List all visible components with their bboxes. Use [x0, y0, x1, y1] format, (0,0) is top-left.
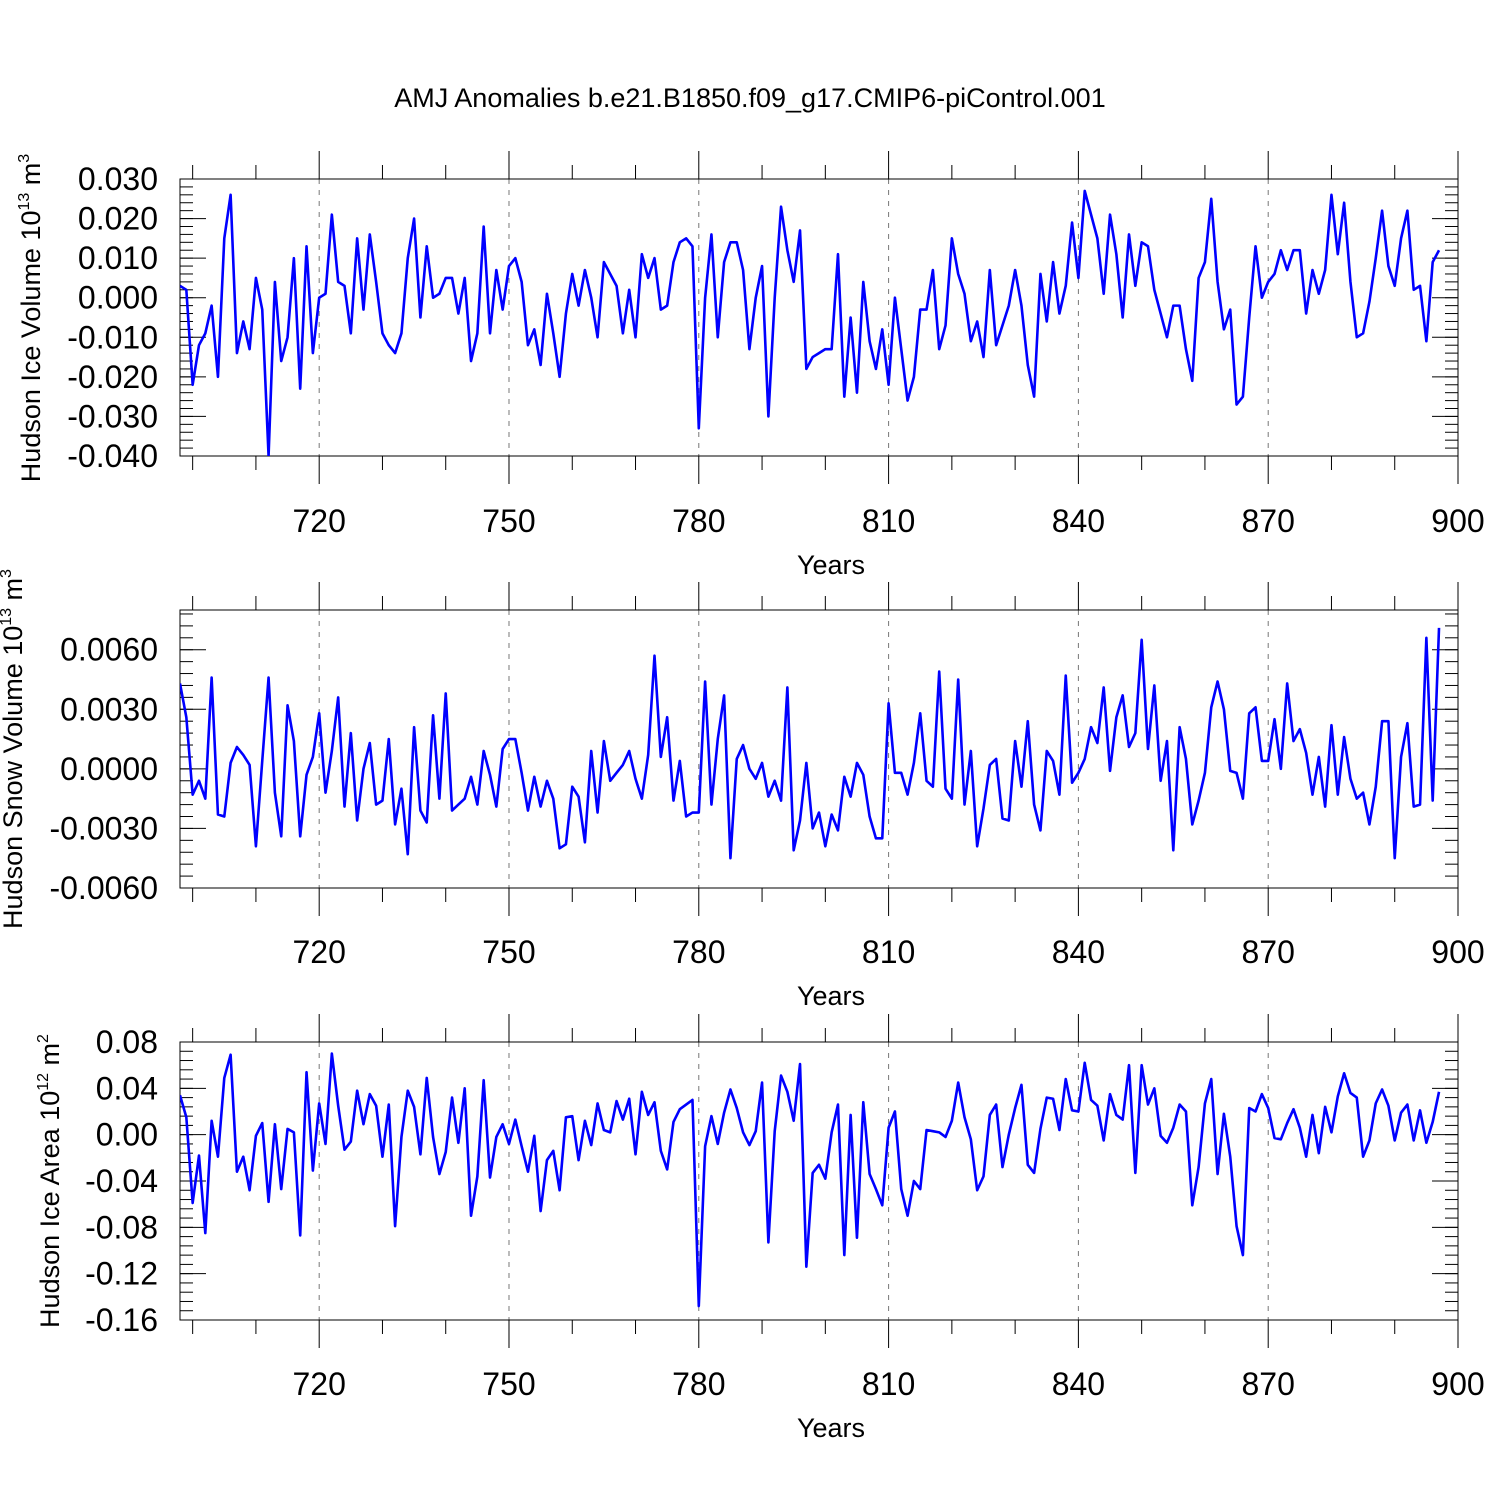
- y-tick-label: 0.08: [96, 1024, 158, 1060]
- x-tick-label: 840: [1052, 503, 1105, 539]
- y-axis-title-exponent: 12: [35, 1073, 52, 1091]
- y-axis-title-text: Hudson Snow Volume 10: [0, 626, 28, 929]
- y-tick-label: 0.010: [78, 240, 158, 276]
- y-tick-label: -0.16: [85, 1302, 158, 1338]
- x-tick-label: 870: [1242, 934, 1295, 970]
- y-axis-title-unit: m: [16, 163, 46, 193]
- x-tick-label: 810: [862, 1366, 915, 1402]
- y-tick-label: 0.0030: [60, 691, 158, 727]
- panel-hudson-ice-area: 720 750 780 810 840 870 900 0.08 0.04 0.00 -0.04 -0…: [35, 1014, 1485, 1443]
- panel-hudson-snow-volume: 720 750 780 810 840 870 900 0.0060 0.0030 0.0000 -…: [0, 569, 1485, 1011]
- y-axis-title-unit-exponent: 2: [35, 1034, 52, 1043]
- x-tick-label: 840: [1052, 934, 1105, 970]
- x-tick-label: 780: [672, 934, 725, 970]
- x-tick-label: 720: [292, 934, 345, 970]
- x-tick-label: 870: [1242, 503, 1295, 539]
- y-axis-title-text: Hudson Ice Volume 10: [16, 211, 46, 483]
- x-tick-label: 720: [292, 503, 345, 539]
- y-axis-title-unit-exponent: 3: [0, 569, 15, 578]
- y-axis-title-text: Hudson Ice Area 10: [35, 1091, 65, 1328]
- y-tick-label: -0.08: [85, 1209, 158, 1245]
- y-tick-label: 0.020: [78, 201, 158, 237]
- y-axis-title: Hudson Ice Area 1012 m2: [35, 1034, 65, 1328]
- y-tick-label: -0.04: [85, 1163, 158, 1199]
- plot-frame: [179, 1041, 1459, 1321]
- plot-frame: [179, 609, 1459, 889]
- y-axis-title-exponent: 13: [16, 193, 33, 211]
- y-tick-label: -0.020: [67, 359, 158, 395]
- y-axis-title-unit-exponent: 3: [16, 154, 33, 163]
- y-tick-label: 0.0060: [60, 632, 158, 668]
- y-tick-label: 0.0000: [60, 751, 158, 787]
- x-tick-label: 810: [862, 934, 915, 970]
- y-tick-label: -0.12: [85, 1256, 158, 1292]
- y-tick-label: -0.010: [67, 319, 158, 355]
- x-tick-label: 750: [482, 503, 535, 539]
- x-tick-label: 840: [1052, 1366, 1105, 1402]
- series-line-hudson-ice-area-anomaly: [180, 1052, 1441, 1308]
- y-axis-title: Hudson Ice Volume 1013 m3: [16, 154, 46, 482]
- x-tick-label: 900: [1431, 503, 1484, 539]
- x-tick-label: 900: [1431, 1366, 1484, 1402]
- y-tick-label: 0.000: [78, 280, 158, 316]
- y-tick-label: -0.030: [67, 398, 158, 434]
- x-tick-label: 810: [862, 503, 915, 539]
- y-tick-label: 0.00: [96, 1117, 158, 1153]
- x-tick-label: 720: [292, 1366, 345, 1402]
- y-tick-label: 0.04: [96, 1070, 158, 1106]
- x-axis-title: Years: [797, 550, 865, 580]
- series-line-hudson-snow-volume-anomaly: [180, 627, 1441, 860]
- y-tick-label: -0.0030: [49, 810, 158, 846]
- y-axis-title-unit: m: [0, 578, 28, 608]
- y-axis-title: Hudson Snow Volume 1013 m3: [0, 569, 28, 929]
- y-tick-label: -0.0060: [49, 870, 158, 906]
- plot-frame: [179, 178, 1459, 457]
- x-tick-label: 780: [672, 503, 725, 539]
- x-axis-title: Years: [797, 1413, 865, 1443]
- x-axis-title: Years: [797, 981, 865, 1011]
- x-tick-label: 750: [482, 1366, 535, 1402]
- x-tick-label: 780: [672, 1366, 725, 1402]
- y-tick-label: -0.040: [67, 438, 158, 474]
- series-line-hudson-ice-volume-anomaly: [180, 189, 1441, 456]
- y-axis-title-unit: m: [35, 1043, 65, 1073]
- y-axis-title-exponent: 13: [0, 608, 15, 626]
- x-tick-label: 870: [1242, 1366, 1295, 1402]
- chart-title: AMJ Anomalies b.e21.B1850.f09_g17.CMIP6-…: [394, 83, 1105, 113]
- x-tick-label: 900: [1431, 934, 1484, 970]
- x-tick-label: 750: [482, 934, 535, 970]
- y-tick-label: 0.030: [78, 161, 158, 197]
